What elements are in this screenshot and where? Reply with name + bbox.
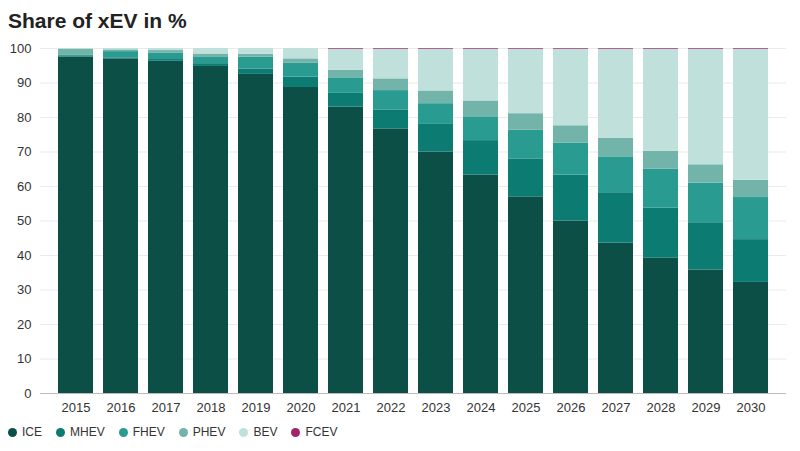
html-text:FCEV: FCEV — [305, 425, 338, 439]
svg-text:50: 50 — [17, 213, 31, 228]
svg-text:20: 20 — [17, 317, 31, 332]
svg-text:2016: 2016 — [107, 400, 136, 415]
svg-text:2024: 2024 — [467, 400, 496, 415]
svg-text:80: 80 — [17, 110, 31, 125]
html-text:Share of xEV in %: Share of xEV in % — [8, 9, 187, 32]
svg-text:2029: 2029 — [692, 400, 721, 415]
svg-text:2020: 2020 — [287, 400, 316, 415]
html-text:MHEV: MHEV — [70, 425, 105, 439]
svg-text:60: 60 — [17, 179, 31, 194]
html-text:PHEV: PHEV — [192, 425, 226, 439]
svg-text:90: 90 — [17, 75, 31, 90]
html-text:BEV: BEV — [253, 425, 278, 439]
html-text:FHEV: FHEV — [132, 425, 165, 439]
svg-text:2026: 2026 — [557, 400, 586, 415]
svg-text:2022: 2022 — [377, 400, 406, 415]
svg-text:2030: 2030 — [737, 400, 766, 415]
html-text:ICE: ICE — [22, 425, 42, 439]
svg-text:2018: 2018 — [197, 400, 226, 415]
svg-text:30: 30 — [17, 282, 31, 297]
svg-text:2023: 2023 — [422, 400, 451, 415]
svg-text:2019: 2019 — [242, 400, 271, 415]
svg-text:40: 40 — [17, 248, 31, 263]
svg-text:10: 10 — [17, 351, 31, 366]
svg-text:2025: 2025 — [512, 400, 541, 415]
svg-text:2027: 2027 — [602, 400, 631, 415]
svg-text:2017: 2017 — [152, 400, 181, 415]
svg-text:100: 100 — [10, 41, 32, 56]
svg-text:2028: 2028 — [647, 400, 676, 415]
svg-text:2021: 2021 — [332, 400, 361, 415]
svg-text:2015: 2015 — [62, 400, 91, 415]
svg-text:0: 0 — [24, 386, 31, 401]
svg-text:70: 70 — [17, 144, 31, 159]
